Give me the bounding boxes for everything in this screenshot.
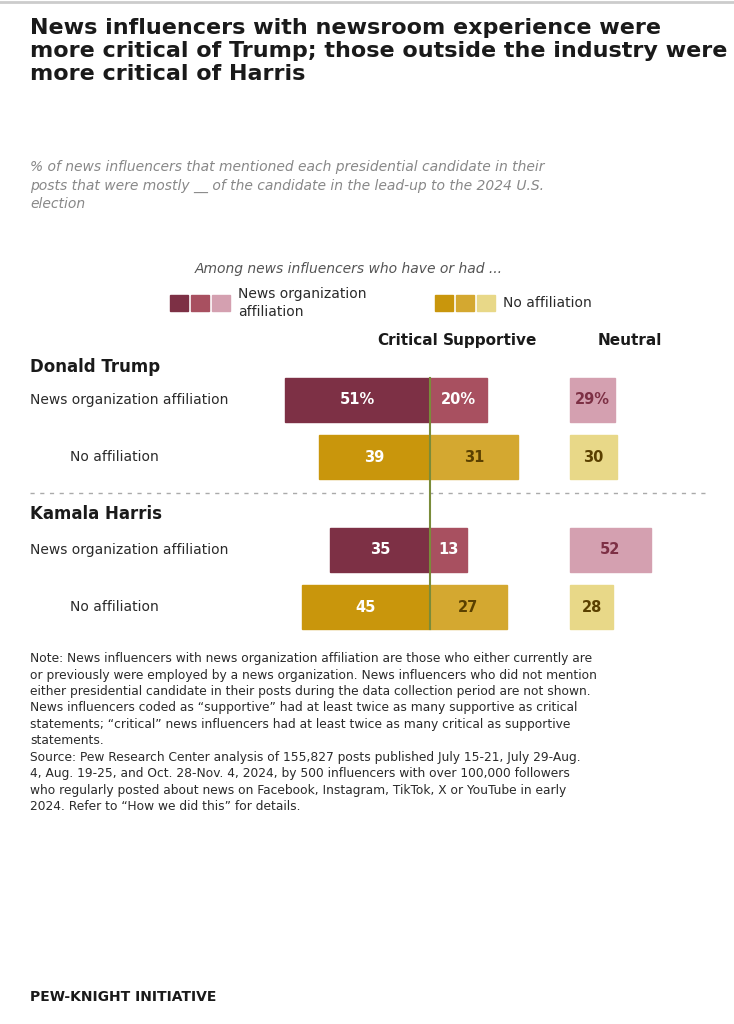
Text: 35: 35 bbox=[370, 543, 390, 557]
Text: 30: 30 bbox=[583, 450, 603, 465]
Text: News influencers with newsroom experience were
more critical of Trump; those out: News influencers with newsroom experienc… bbox=[30, 18, 727, 84]
Text: Note: News influencers with news organization affiliation are those who either c: Note: News influencers with news organiz… bbox=[30, 652, 597, 813]
Bar bbox=[430, 378, 487, 422]
Bar bbox=[285, 378, 430, 422]
Text: Kamala Harris: Kamala Harris bbox=[30, 505, 162, 523]
Bar bbox=[319, 435, 430, 479]
Text: News organization affiliation: News organization affiliation bbox=[30, 543, 228, 557]
Text: PEW-KNIGHT INITIATIVE: PEW-KNIGHT INITIATIVE bbox=[30, 990, 217, 1004]
Text: Neutral: Neutral bbox=[597, 333, 662, 348]
Bar bbox=[170, 295, 188, 311]
Bar bbox=[570, 435, 617, 479]
Text: No affiliation: No affiliation bbox=[70, 600, 159, 614]
Bar bbox=[430, 585, 507, 629]
Text: 39: 39 bbox=[364, 450, 385, 465]
Bar bbox=[570, 528, 650, 572]
Bar bbox=[430, 435, 518, 479]
Text: 28: 28 bbox=[581, 599, 602, 614]
Bar bbox=[430, 528, 467, 572]
Text: % of news influencers that mentioned each presidential candidate in their
posts : % of news influencers that mentioned eac… bbox=[30, 160, 545, 211]
Text: News organization affiliation: News organization affiliation bbox=[30, 393, 228, 407]
Bar bbox=[570, 585, 614, 629]
Text: 45: 45 bbox=[356, 599, 376, 614]
Text: 20%: 20% bbox=[441, 392, 476, 408]
Text: 52: 52 bbox=[600, 543, 620, 557]
Text: Critical: Critical bbox=[377, 333, 438, 348]
Text: 27: 27 bbox=[458, 599, 479, 614]
Text: 13: 13 bbox=[438, 543, 459, 557]
Bar bbox=[191, 295, 209, 311]
Bar bbox=[456, 295, 474, 311]
Text: Donald Trump: Donald Trump bbox=[30, 358, 160, 376]
Bar bbox=[477, 295, 495, 311]
Bar bbox=[570, 378, 615, 422]
Text: 29%: 29% bbox=[575, 392, 610, 408]
Bar bbox=[330, 528, 430, 572]
Text: Supportive: Supportive bbox=[443, 333, 537, 348]
Text: Among news influencers who have or had ...: Among news influencers who have or had .… bbox=[195, 262, 503, 276]
Text: 31: 31 bbox=[464, 450, 484, 465]
Bar bbox=[302, 585, 430, 629]
Text: No affiliation: No affiliation bbox=[70, 450, 159, 464]
Text: News organization
affiliation: News organization affiliation bbox=[238, 288, 366, 318]
Text: No affiliation: No affiliation bbox=[503, 296, 592, 310]
Bar bbox=[435, 295, 453, 311]
Bar bbox=[212, 295, 230, 311]
Text: 51%: 51% bbox=[340, 392, 375, 408]
